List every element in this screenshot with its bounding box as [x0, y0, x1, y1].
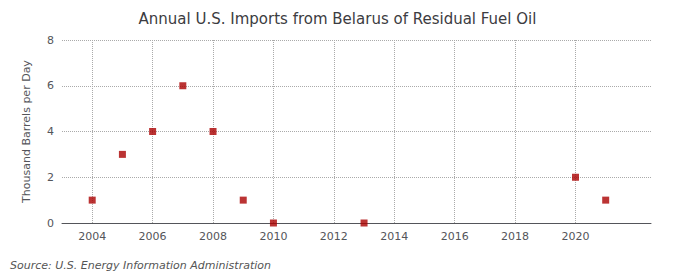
svg-text:Annual U.S. Imports from Belar: Annual U.S. Imports from Belarus of Resi…	[139, 10, 537, 28]
svg-text:4: 4	[47, 125, 54, 138]
svg-text:2014: 2014	[380, 230, 408, 243]
svg-text:2012: 2012	[320, 230, 348, 243]
svg-text:2018: 2018	[501, 230, 529, 243]
svg-text:2008: 2008	[199, 230, 227, 243]
svg-text:2020: 2020	[561, 230, 589, 243]
svg-text:2006: 2006	[139, 230, 167, 243]
svg-text:2010: 2010	[259, 230, 287, 243]
svg-text:2: 2	[47, 171, 54, 184]
svg-text:0: 0	[47, 217, 54, 230]
svg-text:8: 8	[47, 34, 54, 47]
svg-text:6: 6	[47, 79, 54, 92]
svg-text:Source: U.S. Energy Informatio: Source: U.S. Energy Information Administ…	[10, 259, 271, 272]
svg-text:Thousand Barrels per Day: Thousand Barrels per Day	[20, 60, 33, 204]
svg-text:2016: 2016	[441, 230, 469, 243]
svg-text:2004: 2004	[78, 230, 106, 243]
